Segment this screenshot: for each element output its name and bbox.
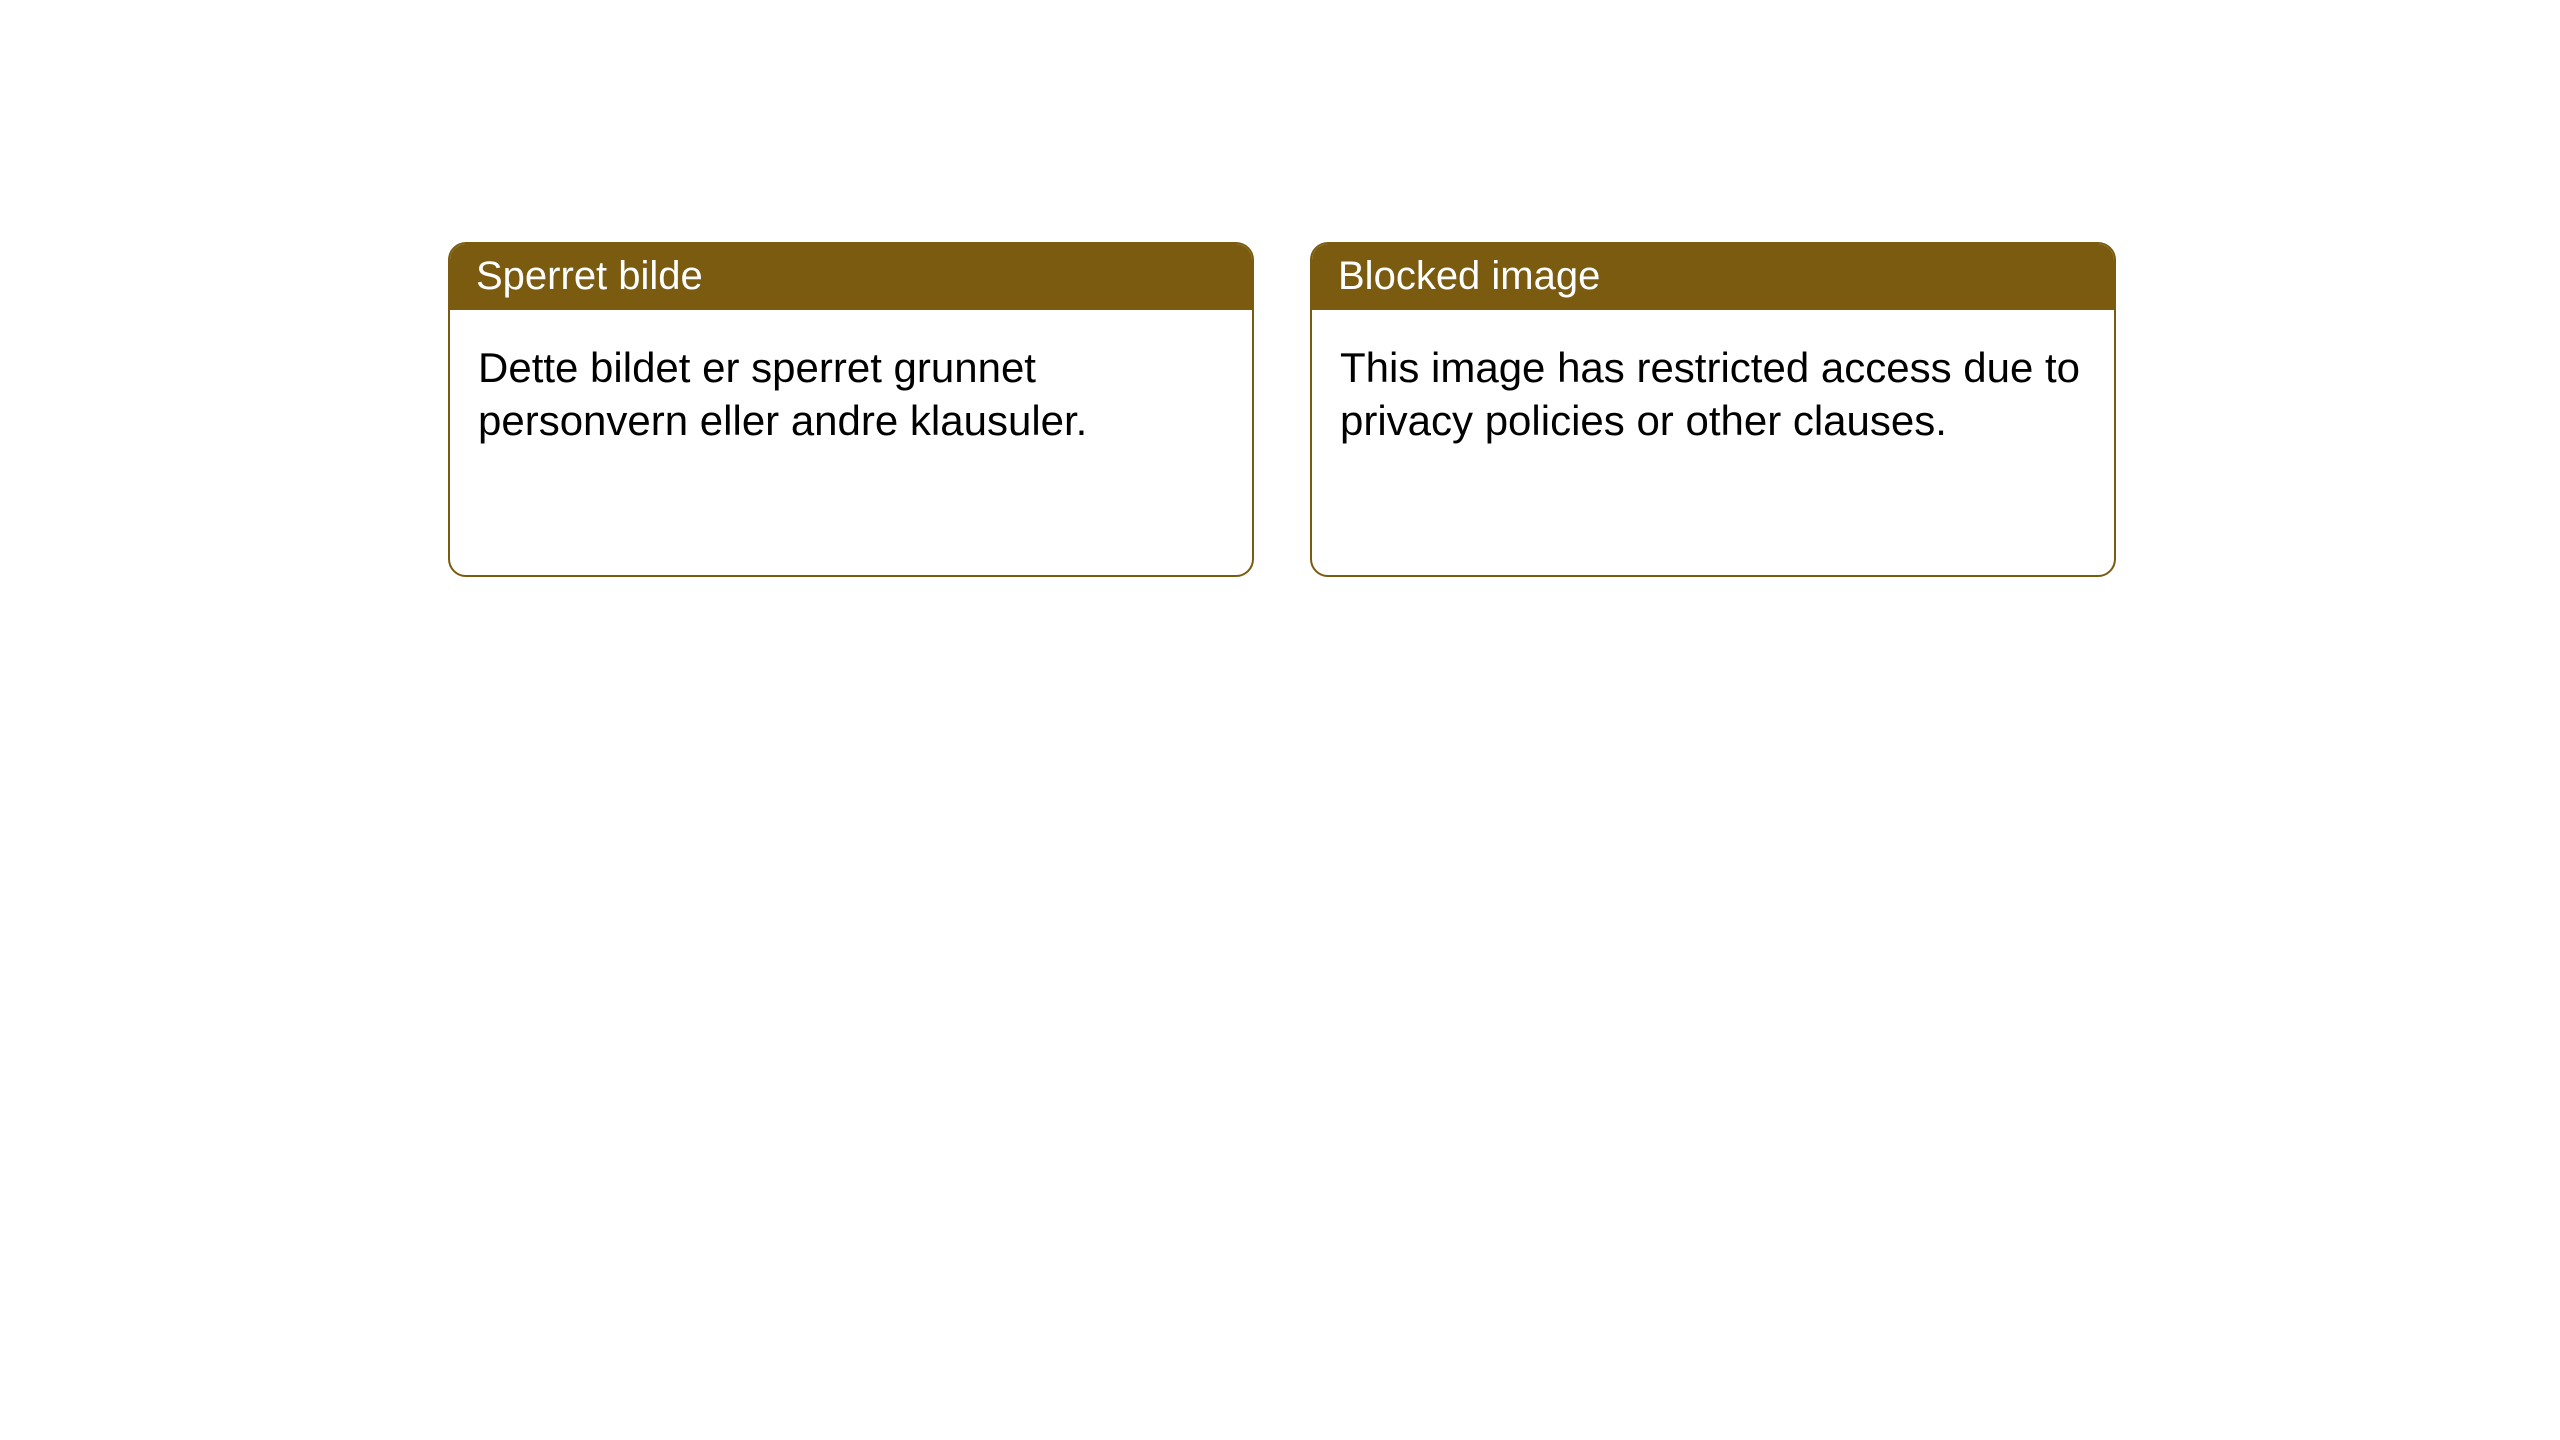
notice-title: Sperret bilde — [450, 244, 1252, 310]
notices-container: Sperret bilde Dette bildet er sperret gr… — [0, 0, 2560, 577]
notice-card-english: Blocked image This image has restricted … — [1310, 242, 2116, 577]
notice-body: This image has restricted access due to … — [1312, 310, 2114, 479]
notice-card-norwegian: Sperret bilde Dette bildet er sperret gr… — [448, 242, 1254, 577]
notice-title: Blocked image — [1312, 244, 2114, 310]
notice-body: Dette bildet er sperret grunnet personve… — [450, 310, 1252, 479]
